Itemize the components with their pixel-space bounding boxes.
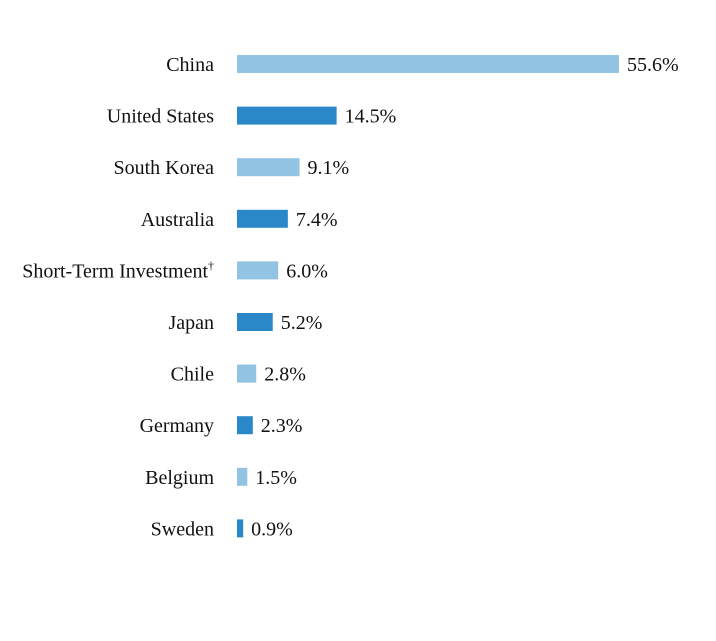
value-label-chile: 2.8% — [264, 364, 306, 386]
bar-sweden — [237, 519, 244, 538]
bar-united-states — [237, 106, 337, 125]
bar-germany — [237, 416, 253, 435]
bar-chile — [237, 364, 257, 383]
category-label-japan: Japan — [168, 312, 214, 334]
category-label-china: China — [166, 54, 214, 76]
bar-japan — [237, 313, 273, 331]
value-label-germany: 2.3% — [261, 415, 303, 437]
bar-short-term-investment — [237, 261, 279, 280]
category-label-belgium: Belgium — [145, 467, 214, 489]
category-label-germany: Germany — [140, 415, 214, 437]
category-label-chile: Chile — [171, 364, 214, 386]
value-label-australia: 7.4% — [296, 209, 338, 231]
bar-china — [237, 55, 619, 73]
bar-australia — [237, 209, 288, 228]
category-label-sweden: Sweden — [151, 518, 214, 540]
category-label-united-states: United States — [107, 106, 214, 128]
category-label-short-term-investment: Short-Term Investment† — [22, 258, 214, 282]
value-label-belgium: 1.5% — [255, 467, 297, 489]
bar-south-korea — [237, 158, 300, 177]
value-label-south-korea: 9.1% — [308, 157, 350, 179]
category-label-south-korea: South Korea — [113, 157, 214, 179]
value-label-china: 55.6% — [627, 54, 679, 76]
bar-belgium — [237, 467, 248, 486]
category-label-australia: Australia — [141, 209, 214, 231]
value-label-sweden: 0.9% — [251, 518, 293, 540]
value-label-united-states: 14.5% — [345, 106, 397, 128]
value-label-short-term-investment: 6.0% — [286, 260, 328, 282]
value-label-japan: 5.2% — [281, 312, 323, 334]
footnote-marker: † — [208, 258, 214, 272]
